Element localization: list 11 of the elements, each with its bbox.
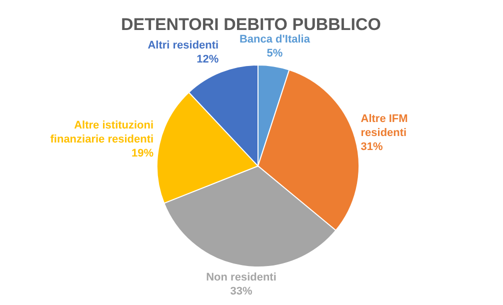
chart-title: DETENTORI DEBITO PUBBLICO [120, 15, 382, 34]
slice-label: Altre istituzioni finanziarie residenti [50, 120, 154, 146]
slice-label: Altri residenti [148, 40, 219, 52]
data-label: 5% [266, 47, 283, 60]
data-label: 12% [196, 54, 219, 66]
data-label: 31% [360, 141, 383, 154]
slice-label: Altre IFM residenti [360, 113, 408, 140]
slice-label: Banca d'Italia [239, 33, 311, 46]
slice-label: Non residenti [206, 272, 276, 284]
data-label: 19% [132, 148, 154, 160]
data-label: 33% [230, 286, 252, 298]
